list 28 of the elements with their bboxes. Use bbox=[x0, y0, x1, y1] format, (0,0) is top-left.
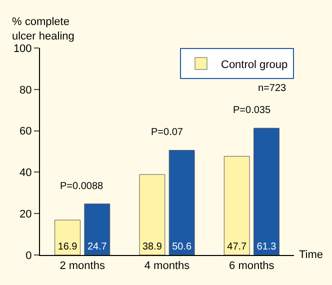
data-label: 16.9 bbox=[58, 241, 78, 252]
x-tick-label: 2 months bbox=[60, 260, 106, 272]
bar bbox=[54, 220, 80, 255]
y-tick-label: 60 bbox=[20, 126, 32, 138]
y-tick-label: 40 bbox=[20, 167, 32, 180]
annotation: P=0.035 bbox=[233, 105, 271, 116]
y-tick-label: 0 bbox=[26, 250, 32, 262]
bar bbox=[84, 204, 110, 255]
data-label: 61.3 bbox=[256, 241, 277, 252]
y-tick-label: 100 bbox=[13, 42, 32, 55]
data-label: 47.7 bbox=[227, 241, 247, 252]
data-label: 50.6 bbox=[172, 241, 192, 252]
annotation: n=723 bbox=[258, 83, 287, 94]
data-label: 38.9 bbox=[142, 241, 162, 252]
y-axis-title: % complete ulcer healing bbox=[12, 16, 74, 42]
bar bbox=[224, 156, 250, 255]
x-tick-label: 4 months bbox=[144, 260, 190, 272]
y-tick-label: 20 bbox=[20, 208, 32, 220]
bar bbox=[168, 150, 195, 255]
x-tick-label: 6 months bbox=[229, 260, 275, 272]
bar bbox=[139, 174, 166, 255]
y-tick-label: 80 bbox=[20, 84, 32, 96]
data-label: 24.7 bbox=[87, 241, 108, 252]
annotation: P=0.0088 bbox=[60, 181, 104, 192]
bar bbox=[254, 128, 280, 255]
legend-label: Control group bbox=[221, 58, 288, 71]
x-axis-title: Time bbox=[299, 249, 324, 261]
annotation: P=0.07 bbox=[151, 127, 184, 138]
